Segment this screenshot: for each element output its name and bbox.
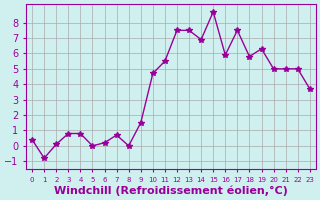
X-axis label: Windchill (Refroidissement éolien,°C): Windchill (Refroidissement éolien,°C) [54,185,288,196]
